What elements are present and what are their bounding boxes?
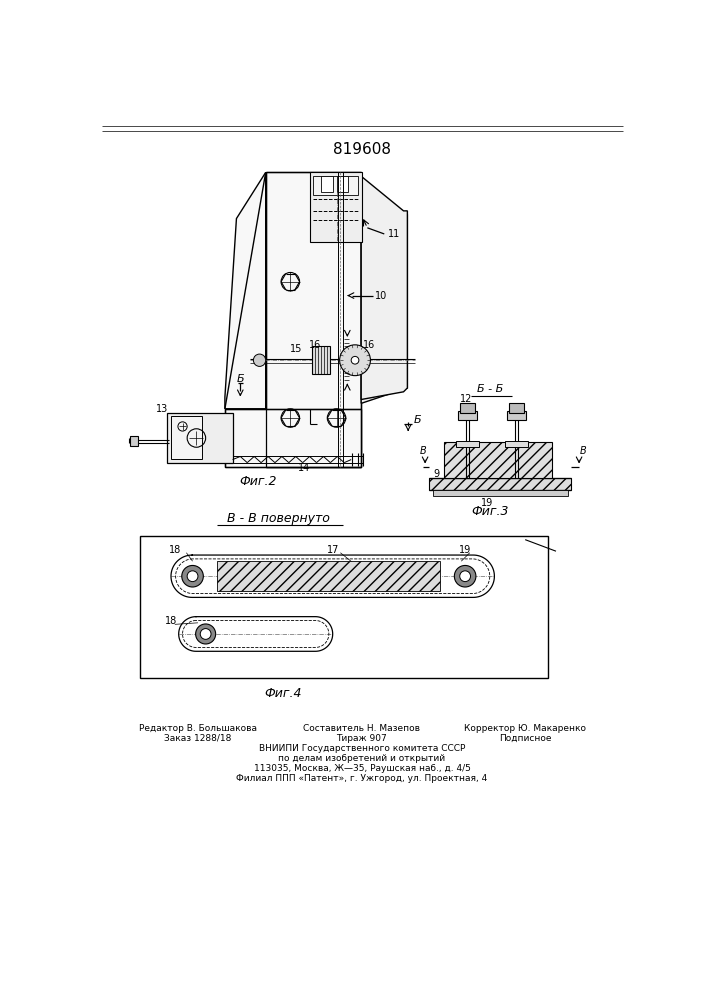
Bar (456, 441, 479, 447)
Text: 15: 15 (291, 344, 303, 354)
Bar (337, 176, 348, 192)
Polygon shape (225, 409, 361, 466)
Bar (217, 561, 440, 591)
Bar (509, 403, 525, 413)
Bar (171, 416, 201, 459)
Text: 17: 17 (327, 545, 339, 555)
Bar (313, 176, 358, 195)
Text: 12: 12 (460, 394, 472, 404)
Polygon shape (225, 172, 266, 409)
Text: 9: 9 (433, 469, 440, 479)
Bar (444, 442, 552, 478)
Circle shape (455, 565, 476, 587)
Bar (506, 441, 528, 447)
Circle shape (182, 565, 204, 587)
Circle shape (351, 356, 359, 364)
Text: 18: 18 (165, 615, 177, 626)
Bar (458, 411, 477, 420)
Circle shape (253, 354, 266, 366)
Bar (508, 411, 526, 420)
Text: Б: Б (414, 415, 421, 425)
Circle shape (200, 629, 211, 639)
Text: 19: 19 (481, 498, 493, 508)
Text: 16: 16 (363, 340, 375, 350)
Text: 13: 13 (156, 404, 168, 414)
Bar (310, 172, 362, 242)
Text: 10: 10 (375, 291, 387, 301)
Text: по делам изобретений и открытий: по делам изобретений и открытий (279, 754, 445, 763)
Text: Заказ 1288/18: Заказ 1288/18 (164, 734, 232, 743)
Polygon shape (266, 172, 361, 466)
Text: 113035, Москва, Ж—35, Раушская наб., д. 4/5: 113035, Москва, Ж—35, Раушская наб., д. … (254, 764, 470, 773)
Circle shape (460, 571, 471, 582)
Text: 819608: 819608 (333, 142, 391, 157)
Text: Филиал ППП «Патент», г. Ужгород, ул. Проектная, 4: Филиал ППП «Патент», г. Ужгород, ул. Про… (236, 774, 488, 783)
Bar (460, 403, 475, 413)
Bar (312, 346, 330, 374)
Bar (167, 413, 233, 463)
Text: 16: 16 (309, 340, 321, 350)
Text: 19: 19 (459, 545, 472, 555)
Text: Б - Б: Б - Б (477, 384, 503, 394)
Text: В: В (419, 446, 426, 456)
Circle shape (196, 624, 216, 644)
Text: 14: 14 (298, 463, 310, 473)
Bar (429, 478, 571, 490)
Bar (130, 436, 138, 446)
Text: 11: 11 (388, 229, 400, 239)
Text: ВНИИПИ Государственного комитета СССР: ВНИИПИ Государственного комитета СССР (259, 744, 465, 753)
Text: Фиг.4: Фиг.4 (264, 687, 301, 700)
Text: Составитель Н. Мазепов: Составитель Н. Мазепов (303, 724, 421, 733)
Text: Б: Б (236, 374, 244, 384)
Bar (140, 536, 549, 678)
Text: Фиг.3: Фиг.3 (472, 505, 509, 518)
Text: Тираж 907: Тираж 907 (337, 734, 387, 743)
Text: Редактор В. Большакова: Редактор В. Большакова (139, 724, 257, 733)
Bar (321, 176, 333, 192)
Text: 18: 18 (169, 545, 181, 555)
Polygon shape (361, 176, 407, 400)
Text: Подписное: Подписное (499, 734, 551, 743)
Text: Фиг.2: Фиг.2 (239, 475, 276, 488)
Polygon shape (361, 180, 407, 403)
Circle shape (187, 571, 198, 582)
Text: В: В (580, 446, 586, 456)
Text: Корректор Ю. Макаренко: Корректор Ю. Макаренко (464, 724, 586, 733)
Bar (433, 490, 568, 496)
Circle shape (339, 345, 370, 376)
Text: В - В повернуто: В - В повернуто (228, 512, 330, 525)
